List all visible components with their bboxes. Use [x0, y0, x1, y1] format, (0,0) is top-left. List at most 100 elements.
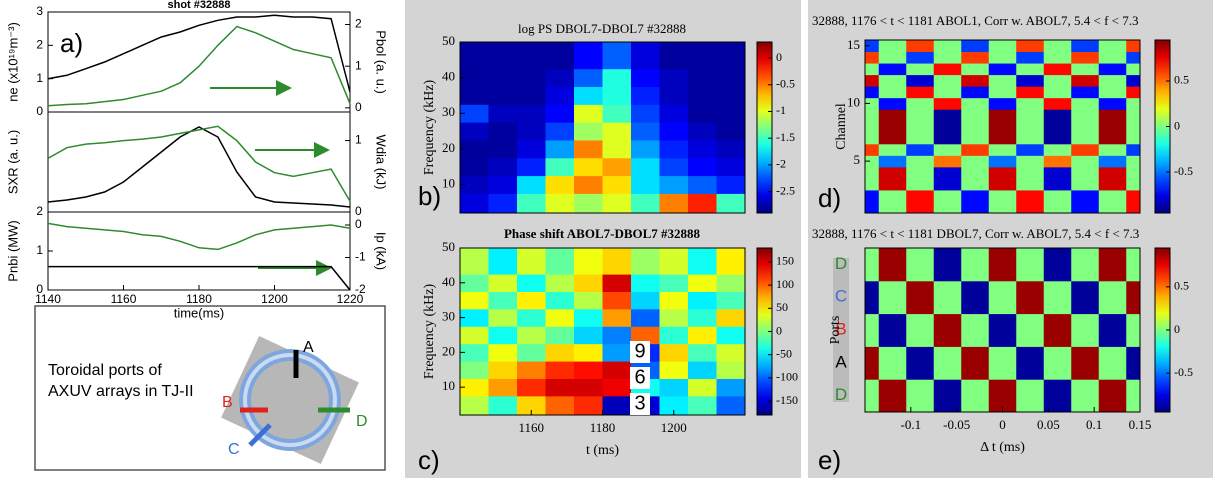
heatmap-cell — [933, 346, 962, 380]
heatmap-cell — [1098, 379, 1127, 412]
heatmap-cell — [659, 139, 689, 159]
heatmap-cell — [988, 313, 1017, 347]
heatmap-cell — [631, 68, 660, 88]
heatmap-cell — [906, 166, 935, 179]
heatmap-cell — [1043, 189, 1072, 202]
heatmap-cell — [906, 109, 935, 122]
heatmap-cell — [988, 74, 1017, 87]
colorbar-tick-label: 0.5 — [1174, 73, 1189, 87]
x-tick-label: 1200 — [661, 420, 687, 435]
heatmap-cell — [878, 346, 907, 380]
heatmap-cell — [659, 378, 689, 397]
heatmap-cell — [517, 68, 546, 88]
heatmap-cell — [488, 42, 518, 70]
colorbar-tick-label: -0.5 — [1174, 365, 1193, 379]
heatmap-cell — [1016, 379, 1045, 412]
heatmap-cell — [574, 361, 603, 379]
heatmap-cell — [517, 308, 546, 327]
heatmap-cell — [988, 346, 1017, 380]
heatmap-cell — [1098, 109, 1127, 122]
heatmap-cell — [1098, 248, 1127, 282]
heatmap-cell — [988, 40, 1017, 53]
heatmap-cell — [1126, 74, 1140, 87]
plot-frame — [459, 41, 746, 214]
heatmap-cell — [988, 166, 1017, 179]
heatmap-cell — [1071, 379, 1100, 412]
heatmap-cell — [988, 178, 1017, 191]
heatmap-cell — [716, 326, 745, 345]
heatmap-cell — [878, 74, 907, 87]
heatmap-cell — [1098, 132, 1127, 145]
heatmap-cell — [1126, 120, 1140, 133]
heatmap-cell — [1016, 189, 1045, 202]
heatmap-cell — [961, 346, 990, 380]
colorbar-tick-label: 150 — [776, 254, 794, 268]
heatmap-cell — [906, 248, 935, 282]
annotation-box — [630, 367, 650, 389]
heatmap-cell — [1126, 166, 1140, 179]
heatmap-cell — [517, 378, 546, 397]
heatmap-cell — [631, 248, 660, 275]
heatmap-cell — [488, 157, 518, 177]
chart-title: shot #32888 — [168, 0, 231, 11]
heatmap-cell — [1043, 313, 1072, 347]
heatmap-cell — [659, 395, 689, 415]
heatmap-cell — [602, 378, 632, 397]
heatmap-cell — [545, 175, 575, 194]
heatmap-cell — [631, 274, 660, 292]
heatmap-cell — [631, 326, 660, 345]
heatmap-cell — [1043, 132, 1072, 145]
heatmap-cell — [488, 343, 518, 362]
heatmap-cell — [865, 346, 880, 380]
heatmap-cell — [602, 248, 632, 275]
heatmap-cell — [716, 122, 745, 141]
heatmap-cell — [1126, 189, 1140, 202]
heatmap-cell — [1071, 178, 1100, 191]
heatmap-cell — [1098, 166, 1127, 179]
heatmap-cell — [865, 155, 880, 168]
heatmap-cell — [988, 63, 1017, 76]
heatmap-cell — [574, 86, 603, 105]
heatmap-cell — [1126, 40, 1140, 53]
colorbar-tick-label: 100 — [776, 277, 794, 291]
heatmap-cell — [602, 68, 632, 88]
heatmap-cell — [906, 178, 935, 191]
heatmap-cell — [545, 68, 575, 88]
heatmap-cell — [878, 155, 907, 168]
heatmap-cell — [545, 308, 575, 327]
heatmap-cell — [988, 379, 1017, 412]
heatmap-cell — [1071, 346, 1100, 380]
heatmap-cell — [988, 86, 1017, 99]
heatmap-cell — [631, 86, 660, 105]
heatmap-cell — [545, 193, 575, 213]
heatmap-cell — [574, 122, 603, 141]
heatmap-cell — [865, 379, 880, 412]
heatmap-cell — [1043, 109, 1072, 122]
heatmap-cell — [933, 51, 962, 64]
heatmap-cell — [1126, 109, 1140, 122]
heatmap-cell — [460, 274, 489, 292]
heatmap-cell — [933, 74, 962, 87]
y2-tick-label: 0 — [355, 217, 362, 231]
plot-frame — [47, 11, 351, 113]
heatmap-cell — [865, 109, 880, 122]
heatmap-cell — [1126, 86, 1140, 99]
heatmap-cell — [961, 155, 990, 168]
heatmap-cell — [1016, 313, 1045, 347]
port-label: A — [303, 339, 314, 356]
y2-tick-label: 2 — [355, 17, 362, 31]
heatmap-cell — [1126, 313, 1140, 347]
heatmap-cell — [1071, 51, 1100, 64]
heatmap-cell — [933, 178, 962, 191]
heatmap-cell — [1043, 280, 1072, 315]
port-label: D — [356, 413, 368, 430]
heatmap-cell — [988, 248, 1017, 282]
heatmap-cell — [961, 189, 990, 202]
heatmap-cell — [933, 313, 962, 347]
heatmap-cell — [460, 86, 489, 105]
diagram-text: Toroidal ports of AXUV arrays in TJ-II — [48, 362, 194, 400]
y2-tick-label: 0 — [355, 204, 362, 218]
y-axis-label: SXR (a. u.) — [5, 130, 20, 194]
heatmap-cell — [460, 308, 489, 327]
heatmap-cell — [906, 155, 935, 168]
